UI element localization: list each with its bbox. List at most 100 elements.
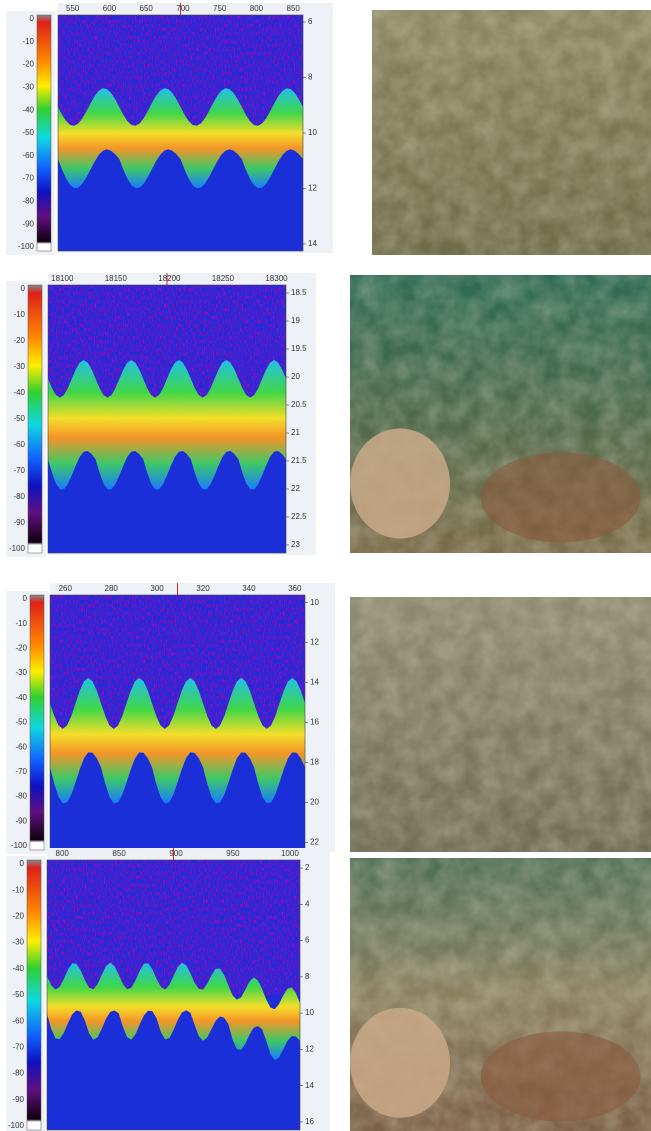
colorbar-tick-label: -10 (15, 619, 27, 628)
colorbar-tick-label: -30 (12, 938, 24, 947)
colorbar-tick-label: -20 (22, 60, 34, 69)
x-tick-label: 850 (112, 849, 126, 858)
x-tick-label: 550 (66, 4, 80, 13)
depth-tick-label: 18.5 (291, 288, 307, 297)
depth-tick-label: 22 (310, 837, 319, 846)
depth-tick-label: 16 (305, 1117, 314, 1126)
colorbar-tick-label: -100 (8, 1121, 25, 1130)
x-tick-label: 18150 (105, 274, 128, 283)
coral-head (350, 429, 450, 539)
depth-tick-label: 8 (305, 972, 310, 981)
colorbar-tick-label: -80 (13, 492, 25, 501)
colorbar-tick-label: -30 (15, 668, 27, 677)
colorbar-tick-label: -20 (15, 644, 27, 653)
colorbar-tick-label: -100 (9, 544, 26, 553)
x-tick-label: 650 (140, 4, 154, 13)
depth-tick-label: 20 (310, 798, 319, 807)
colorbar-tick-label: -40 (12, 964, 24, 973)
x-tick-label: 1000 (281, 849, 299, 858)
x-tick-label: 950 (226, 849, 240, 858)
colorbar-tick-label: -60 (12, 1016, 24, 1025)
colorbar-tick-label: -10 (22, 37, 34, 46)
echogram-noise (47, 860, 300, 995)
x-tick-label: 850 (287, 4, 301, 13)
depth-tick-label: 14 (310, 678, 319, 687)
colorbar-tick-label: -80 (22, 197, 34, 206)
colorbar-tick-label: -60 (15, 742, 27, 751)
colorbar-tick-label: -60 (13, 440, 25, 449)
colorbar-tick-label: -40 (13, 388, 25, 397)
x-tick-label: 600 (103, 4, 117, 13)
colorbar (30, 595, 44, 850)
depth-tick-label: 14 (308, 239, 317, 248)
x-tick-label: 260 (59, 584, 73, 593)
depth-tick-label: 21.5 (291, 456, 307, 465)
colorbar-tick-label: -40 (15, 693, 27, 702)
colorbar-tick-label: -40 (22, 105, 34, 114)
colorbar-tick-label: -90 (22, 219, 34, 228)
coral-photo-texture (372, 10, 651, 255)
x-tick-label: 18300 (265, 274, 288, 283)
x-tick-label: 800 (250, 4, 264, 13)
figure: 0-10-20-30-40-50-60-70-80-90-10055060065… (0, 0, 651, 1131)
depth-tick-label: 8 (308, 73, 313, 82)
colorbar-tick-label: -50 (15, 718, 27, 727)
depth-tick-label: 12 (308, 184, 317, 193)
colorbar-tick-label: 0 (20, 859, 25, 868)
coral-head (350, 1008, 450, 1118)
colorbar-tick-label: -30 (22, 83, 34, 92)
coral-photo-texture (350, 597, 651, 852)
x-tick-label: 700 (176, 4, 190, 13)
colorbar-tick-label: -90 (15, 816, 27, 825)
colorbar-tick-label: -20 (12, 912, 24, 921)
x-tick-label: 340 (242, 584, 256, 593)
echogram-panel: 0-10-20-30-40-50-60-70-80-90-10080085090… (6, 848, 651, 1131)
colorbar-tick-label: -30 (13, 362, 25, 371)
colorbar-tick-label: -70 (15, 767, 27, 776)
depth-tick-label: 19 (291, 316, 300, 325)
depth-tick-label: 18 (310, 758, 319, 767)
colorbar-tick-label: -70 (12, 1043, 24, 1052)
depth-tick-label: 10 (305, 1008, 314, 1017)
x-tick-label: 18200 (158, 274, 181, 283)
depth-tick-label: 2 (305, 863, 310, 872)
depth-tick-label: 10 (310, 598, 319, 607)
colorbar (28, 285, 42, 553)
x-tick-label: 750 (213, 4, 227, 13)
colorbar-tick-label: -90 (12, 1095, 24, 1104)
echogram-panel: 0-10-20-30-40-50-60-70-80-90-10026028030… (6, 583, 651, 854)
x-tick-label: 800 (56, 849, 70, 858)
depth-tick-label: 20 (291, 372, 300, 381)
x-tick-label: 320 (196, 584, 210, 593)
depth-tick-label: 19.5 (291, 344, 307, 353)
x-tick-label: 360 (288, 584, 302, 593)
depth-tick-label: 6 (305, 936, 310, 945)
colorbar-tick-label: -50 (22, 128, 34, 137)
depth-tick-label: 22 (291, 484, 300, 493)
depth-tick-label: 6 (308, 17, 313, 26)
depth-tick-label: 4 (305, 899, 310, 908)
colorbar-tick-label: -100 (11, 841, 28, 850)
colorbar-tick-label: -90 (13, 518, 25, 527)
depth-tick-label: 14 (305, 1081, 314, 1090)
colorbar (37, 15, 51, 251)
colorbar-tick-label: 0 (21, 284, 26, 293)
depth-tick-label: 16 (310, 718, 319, 727)
depth-tick-label: 20.5 (291, 400, 307, 409)
coral-head (481, 1031, 641, 1121)
colorbar-tick-label: -60 (22, 151, 34, 160)
depth-tick-label: 23 (291, 540, 300, 549)
colorbar-tick-label: -50 (13, 414, 25, 423)
colorbar-tick-label: -80 (15, 792, 27, 801)
depth-tick-label: 12 (305, 1044, 314, 1053)
x-tick-label: 300 (150, 584, 164, 593)
colorbar-tick-label: 0 (30, 14, 35, 23)
colorbar-tick-label: -80 (12, 1069, 24, 1078)
depth-tick-label: 12 (310, 638, 319, 647)
colorbar (27, 860, 41, 1130)
colorbar-tick-label: -70 (22, 174, 34, 183)
colorbar-tick-label: -10 (13, 310, 25, 319)
colorbar-tick-label: -50 (12, 990, 24, 999)
